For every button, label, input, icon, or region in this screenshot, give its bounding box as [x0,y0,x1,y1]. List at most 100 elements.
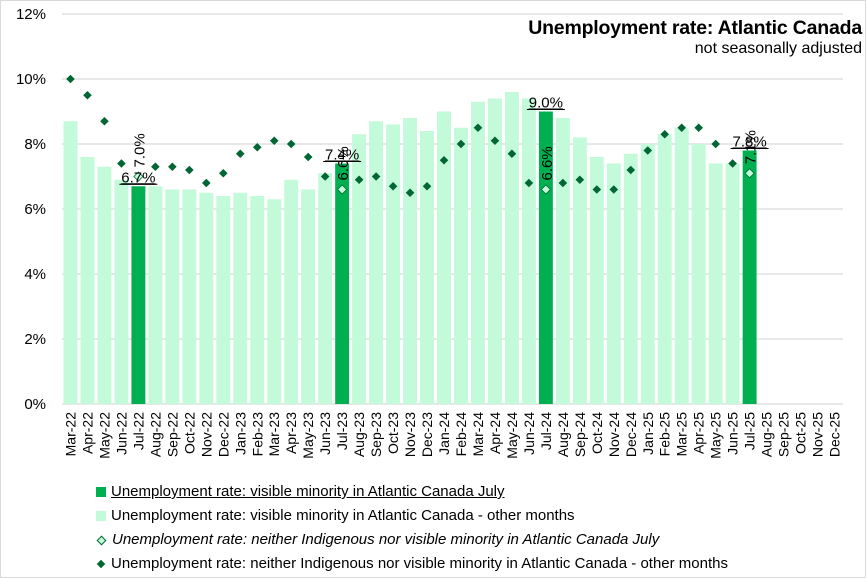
marker-diamond [185,165,194,175]
x-tick-label: Feb-25 [657,412,673,457]
marker-diamond [252,142,262,152]
x-tick-label: Dec-23 [419,412,435,457]
marker-diamond [490,136,500,146]
marker-data-label: 6.6% [539,146,556,180]
bar-other-month [301,189,316,404]
legend-item-vm-other: Unemployment rate: visible minority in A… [96,504,728,528]
marker-diamond [83,90,92,100]
x-tick-label: Oct-22 [181,412,197,454]
marker-diamond [677,123,687,133]
x-tick-label: Jul-23 [334,412,350,450]
marker-diamond [609,185,619,194]
x-tick-label: Apr-23 [283,412,299,454]
marker-diamond [303,152,313,162]
legend-swatch-light-green [96,511,106,521]
bar-july [538,111,553,404]
bar-other-month [97,166,112,404]
bar-other-month [691,144,706,404]
x-tick-label: Feb-23 [249,412,265,457]
x-tick-label: Mar-25 [674,412,690,457]
x-tick-label: Sep-23 [368,412,384,457]
bar-july [131,186,146,404]
bar-other-month [640,144,655,404]
bar-data-label: 7.4% [325,147,359,164]
x-tick-label: Jun-25 [725,412,741,455]
x-tick-label: Nov-25 [810,412,826,457]
marker-diamond [456,139,466,149]
legend-label: Unemployment rate: neither Indigenous no… [112,531,660,548]
x-tick-label: Dec-22 [215,412,231,457]
legend-open-diamond-icon [96,535,107,545]
x-tick-label: Aug-23 [351,412,367,457]
marker-data-label: 7.0% [131,133,148,167]
x-tick-label: May-23 [300,412,316,459]
bar-other-month [606,163,621,404]
x-tick-label: Jul-24 [538,412,554,450]
bar-other-month [403,118,418,404]
x-tick-label: Dec-25 [827,412,843,457]
marker-diamond [100,116,109,126]
marker-diamond [117,159,126,168]
x-tick-label: Dec-24 [623,412,639,457]
marker-diamond [524,178,534,188]
legend-item-neither-july: Unemployment rate: neither Indigenous no… [96,528,728,552]
legend-label: Unemployment rate: visible minority in A… [111,483,505,500]
bar-other-month [589,157,604,404]
bar-other-month [471,101,485,404]
x-tick-label: Oct-24 [589,412,605,454]
marker-diamond [711,139,720,149]
bar-other-month [148,186,163,404]
x-tick-label: Sep-25 [776,412,792,457]
x-tick-label: Aug-22 [147,412,163,457]
y-tick-label: 10% [16,71,46,88]
marker-diamond [286,139,296,149]
marker-diamond [728,159,737,168]
data-labels: 6.7% 7.4% 9.0% 7.8% 7.0% 6.6% 6.6% 7.1% [119,95,769,186]
x-tick-label: Jul-22 [130,412,146,450]
legend-swatch-dark-green [96,487,106,497]
bar-other-month [555,118,570,404]
y-tick-label: 2% [24,331,46,348]
marker-diamond [575,175,585,185]
bar-other-month [114,179,129,404]
marker-diamond [388,181,398,191]
marker-diamond [235,149,245,159]
marker-diamond [66,74,75,84]
bar-july [335,163,350,404]
y-tick-label: 8% [24,136,46,153]
marker-open-diamond [133,171,144,182]
marker-diamond [507,149,517,159]
bar-other-month [250,196,265,404]
bar-data-label: 6.7% [121,169,155,186]
x-tick-label: Jun-23 [317,412,333,455]
bar-other-month [199,192,214,404]
marker-diamond [439,155,449,165]
bar-other-month [80,157,95,404]
y-tick-label: 0% [24,396,46,413]
marker-data-label: 7.1% [743,130,760,164]
marker-diamond [354,175,364,185]
bar-data-label: 7.8% [733,134,767,151]
marker-diamond [202,178,211,188]
x-tick-label: Nov-22 [198,412,214,457]
marker-diamond [592,185,602,194]
x-tick-label: Mar-23 [266,412,282,457]
bar-other-month [521,98,536,404]
x-tick-label: Feb-24 [453,412,469,457]
x-tick-label: Apr-24 [487,412,503,454]
bar-other-month [216,196,231,404]
bar-other-month [352,134,367,404]
bar-other-month [572,137,587,404]
legend-item-vm-july: Unemployment rate: visible minority in A… [96,480,728,504]
marker-diamond [151,162,160,172]
chart-title: Unemployment rate: Atlantic Canada [528,17,862,39]
bar-other-month [267,199,282,404]
legend-label: Unemployment rate: neither Indigenous no… [111,555,728,572]
x-tick-label: Nov-24 [606,412,622,457]
chart-subtitle: not seasonally adjusted [694,40,862,57]
x-tick-label: Mar-22 [62,412,78,457]
marker-diamond [694,123,703,133]
bar-other-month [674,127,689,404]
x-tick-label: Jan-25 [640,412,656,455]
x-tick-label: Mar-24 [470,412,486,457]
